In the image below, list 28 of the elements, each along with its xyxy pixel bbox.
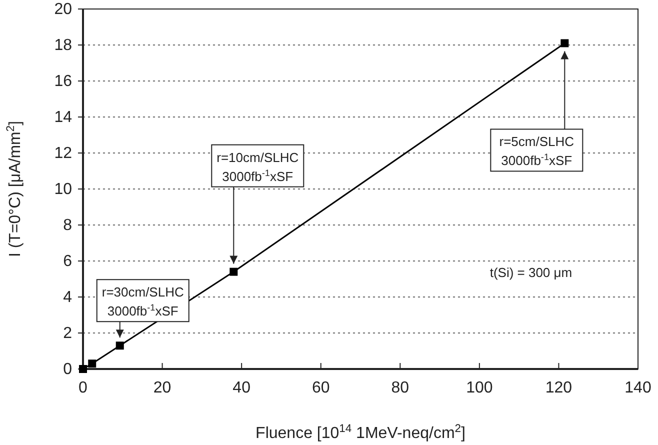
- point: [88, 360, 96, 368]
- y-tick-label: 12: [54, 145, 72, 162]
- y-tick-label: 10: [54, 181, 72, 198]
- y-tick-label: 0: [63, 361, 72, 378]
- x-axis-title: Fluence [10$^{14}$ 1MeV-neq/cm$^{2}$]: [256, 423, 466, 442]
- x-tick-label: 80: [391, 379, 410, 396]
- x-tick-label: 120: [545, 379, 572, 396]
- x-tick-label: 100: [466, 379, 493, 396]
- annotation: r=30cm/SLHC 3000fb$^{-1}$xSF: [102, 284, 184, 319]
- annotation: r=5cm/SLHC 3000fb$^{-1}$xSF: [499, 134, 574, 168]
- y-tick-label: 14: [54, 109, 72, 126]
- point: [116, 342, 124, 350]
- y-tick-label: 20: [54, 1, 72, 18]
- point: [560, 39, 569, 48]
- y-tick-label: 18: [54, 37, 72, 54]
- x-tick-label: 0: [78, 379, 88, 396]
- y-tick-label: 16: [54, 73, 72, 90]
- annotation: t(Si) = 300 μm: [490, 265, 572, 280]
- y-tick-label: 4: [63, 289, 72, 306]
- annotation: r=10cm/SLHC 3000fb$^{-1}$xSF: [216, 150, 299, 184]
- x-tick-label: 60: [312, 379, 330, 396]
- x-tick-label: 20: [153, 379, 172, 396]
- y-tick-label: 2: [63, 325, 72, 342]
- x-tick-label: 40: [232, 379, 251, 396]
- point: [230, 268, 238, 276]
- x-tick-label: 140: [624, 379, 652, 396]
- y-tick-label: 8: [63, 217, 72, 234]
- y-tick-label: 6: [63, 253, 72, 270]
